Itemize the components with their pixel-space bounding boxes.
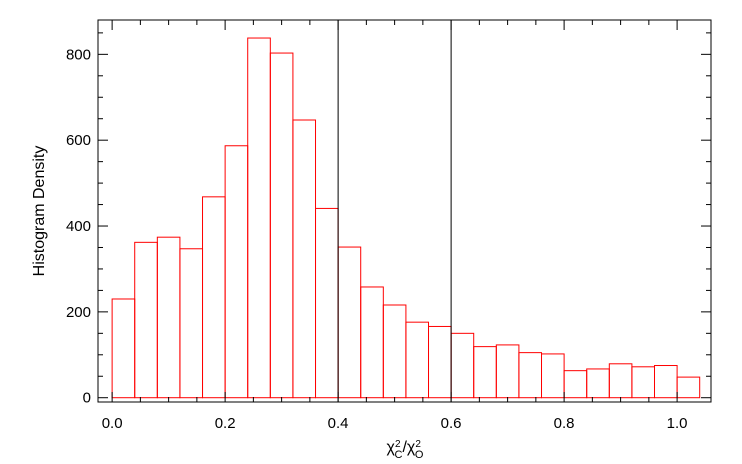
histogram-bar	[541, 353, 565, 399]
plot-frame	[97, 19, 712, 403]
histogram-bar	[337, 246, 362, 399]
x-tick-label: 0.2	[215, 415, 236, 432]
y-tick-label: 400	[66, 218, 91, 235]
x-tick-label: 0.0	[102, 415, 123, 432]
histogram-bar	[586, 368, 610, 399]
x-tick-label: 1.0	[667, 415, 688, 432]
histogram-bar	[405, 321, 430, 399]
histogram-bars	[111, 37, 701, 399]
y-axis-ticks: 0 200 400 600 800	[66, 32, 711, 407]
y-tick-label: 600	[66, 132, 91, 149]
y-axis-title: Histogram Density	[31, 146, 48, 277]
y-tick-label: 800	[66, 46, 91, 63]
histogram-bar	[360, 286, 384, 399]
histogram-bar	[563, 370, 588, 399]
y-tick-label: 0	[83, 390, 91, 407]
histogram-bar	[202, 196, 226, 399]
histogram-bar	[473, 346, 497, 399]
x-tick-label: 0.8	[554, 415, 575, 432]
histogram-bar	[428, 325, 452, 399]
histogram-bar	[224, 145, 249, 399]
y-tick-label: 200	[66, 304, 91, 321]
histogram-bar	[450, 332, 475, 399]
histogram-bar	[134, 241, 158, 399]
histogram-bar	[247, 37, 271, 399]
histogram-bar	[315, 207, 339, 399]
x-tick-label: 0.4	[328, 415, 349, 432]
histogram-bar	[608, 363, 633, 399]
histogram-bar	[269, 52, 294, 399]
histogram-bar	[631, 366, 656, 399]
histogram-bar	[676, 376, 701, 399]
histogram-bar	[518, 352, 543, 399]
x-axis-ticks: 0.0 0.2 0.4 0.6 0.8 1.0	[102, 20, 688, 432]
histogram-bar	[382, 304, 407, 399]
x-tick-label: 0.6	[441, 415, 462, 432]
histogram-bar	[495, 344, 520, 399]
histogram-bar	[179, 248, 204, 399]
histogram-bar	[292, 119, 317, 399]
histogram-bar	[156, 236, 181, 399]
x-axis-title: χ2 C/χ2 O	[387, 439, 424, 462]
histogram-bar	[111, 298, 136, 399]
reference-lines	[337, 20, 452, 402]
histogram-bar	[654, 365, 678, 399]
